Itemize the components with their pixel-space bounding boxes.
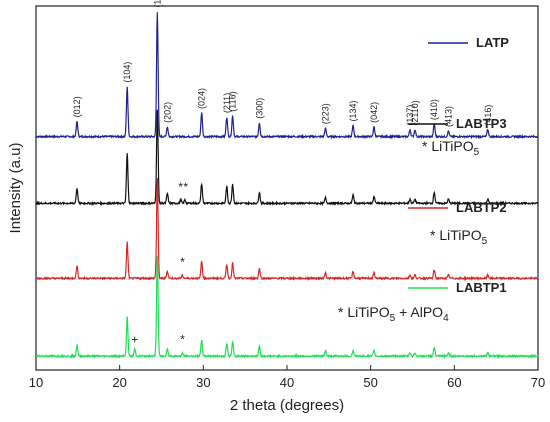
peak-label: (211): [222, 93, 232, 113]
legend-label: LABTP2: [456, 200, 507, 215]
x-tick-label: 20: [112, 375, 126, 390]
legend-labtp1: LABTP1: [408, 280, 507, 295]
peak-label: (024): [197, 88, 207, 109]
peak-labels: (012) (104) (113) (202) (024) (211)(116) (300)…: [72, 0, 493, 127]
x-tick-label: 30: [196, 375, 210, 390]
phase-markers: * **+ *: [131, 180, 188, 347]
peak-label: (137): [405, 105, 415, 126]
phase-annotation-labtp3: * LiTiPO5: [422, 138, 480, 158]
peak-label: (012): [72, 96, 82, 117]
phase-marker: +: [131, 333, 138, 347]
peak-label: (300): [254, 98, 264, 119]
x-tick-label: 40: [280, 375, 294, 390]
series-line-labtp3: [35, 109, 539, 207]
phase-annotation-labtp1: * LiTiPO5 + AlPO4: [338, 304, 449, 324]
y-axis-title: Intensity (a.u): [7, 143, 24, 234]
x-tick-label: 70: [531, 375, 545, 390]
series-line-labtp1: [35, 255, 539, 360]
series-line-labtp2: [35, 178, 539, 282]
x-tick-label: 10: [29, 375, 43, 390]
peak-label: (104): [122, 62, 132, 83]
phase-annotation-labtp2: * LiTiPO5: [430, 227, 488, 247]
x-tick-label: 60: [447, 375, 461, 390]
peak-label: (416): [483, 105, 493, 126]
phase-annotations: * LiTiPO5 * LiTiPO5 * LiTiPO5 + AlPO4: [338, 138, 488, 324]
legend-labtp3: LABTP3: [408, 116, 507, 131]
legend-label: LATP: [476, 35, 509, 50]
legend-labtp2: LABTP2: [408, 200, 507, 215]
x-tick-label: 50: [363, 375, 377, 390]
phase-marker: *: [183, 180, 188, 194]
peak-label: (134): [348, 100, 358, 121]
series-traces: [35, 12, 539, 360]
legend-label: LABTP1: [456, 280, 507, 295]
peak-label: (413): [443, 106, 453, 127]
plot-frame: [35, 5, 539, 371]
phase-marker: *: [180, 255, 185, 269]
peak-label: (202): [162, 102, 172, 123]
peak-label: (042): [369, 102, 379, 123]
legends: LATP LABTP3 LABTP2 LABTP1: [408, 35, 509, 295]
peak-label: (223): [320, 103, 330, 124]
phase-marker: *: [178, 180, 183, 194]
legend-latp: LATP: [428, 35, 509, 50]
phase-marker: *: [180, 333, 185, 347]
legend-label: LABTP3: [456, 116, 507, 131]
peak-label: (113): [152, 0, 162, 8]
peak-label: (410): [429, 99, 439, 120]
peak-label: (116): [228, 91, 238, 111]
peak-label: (2110): [410, 100, 420, 125]
x-axis-ticks: 10 20 30 40 50 60 70: [29, 365, 545, 390]
series-line-latp: [35, 12, 539, 140]
x-axis-title: 2 theta (degrees): [230, 397, 344, 414]
